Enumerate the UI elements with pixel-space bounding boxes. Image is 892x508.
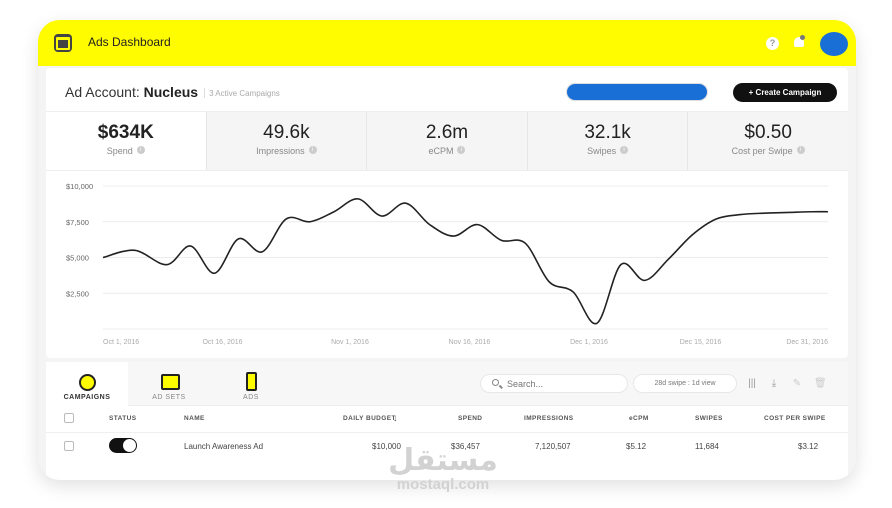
cell-cost-per-swipe: $3.12 xyxy=(798,442,819,451)
table-header: STATUS NAME DAILY BUDGET ↓ SPEND IMPRESS… xyxy=(46,409,848,429)
column-header-status[interactable]: STATUS xyxy=(109,415,137,422)
kpi-cost-per-swipe[interactable]: $0.50 Cost per Swipe i xyxy=(687,112,848,170)
column-header-name[interactable]: NAME xyxy=(184,415,205,422)
attribution-window-button[interactable]: 28d swipe : 1d view xyxy=(633,374,737,393)
cell-impressions: 7,120,507 xyxy=(535,442,571,451)
watermark-latin: mostaql.com xyxy=(396,476,490,493)
select-all-checkbox[interactable] xyxy=(64,413,74,423)
watermark: مستقل mostaql.com xyxy=(368,443,518,494)
help-icon[interactable]: ? xyxy=(766,37,779,50)
column-header-daily-budget[interactable]: DAILY BUDGET xyxy=(343,415,396,422)
x-tick-label: Oct 16, 2016 xyxy=(202,339,242,346)
watermark-arabic: مستقل xyxy=(388,443,498,478)
cell-ecpm: $5.12 xyxy=(626,442,647,451)
app-window: Ads Dashboard ? Ad Account: Nucleus 3 Act… xyxy=(38,20,856,480)
campaigns-icon xyxy=(79,374,96,391)
tab-campaigns[interactable]: CAMPAIGNS xyxy=(46,362,128,406)
info-icon[interactable]: i xyxy=(796,146,805,154)
spend-series-line xyxy=(102,198,829,325)
app-title: Ads Dashboard xyxy=(88,35,171,49)
top-bar: Ads Dashboard ? xyxy=(38,20,856,66)
account-name[interactable]: Nucleus xyxy=(143,84,199,100)
cell-swipes: 11,684 xyxy=(695,442,719,451)
kpi-impressions[interactable]: 49.6k Impressions i xyxy=(205,112,367,170)
info-icon[interactable]: i xyxy=(457,146,466,154)
search-icon xyxy=(492,379,499,386)
column-header-ecpm[interactable]: eCPM xyxy=(629,415,649,422)
kpi-value: $0.50 xyxy=(744,122,792,143)
download-icon[interactable]: ⤓ xyxy=(771,378,777,389)
x-tick-label: Dec 31, 2016 xyxy=(786,339,828,346)
tab-label: ADS xyxy=(243,394,259,401)
x-tick-label: Nov 16, 2016 xyxy=(449,339,491,346)
row-checkbox[interactable] xyxy=(64,441,74,451)
column-header-cost-per-swipe[interactable]: COST PER SWIPE xyxy=(764,415,826,422)
kpi-ecpm[interactable]: 2.6m eCPM i xyxy=(366,112,527,170)
column-header-impressions[interactable]: IMPRESSIONS xyxy=(524,415,574,422)
y-tick-label: $7,500 xyxy=(66,218,89,227)
redacted-field xyxy=(566,83,708,101)
x-tick-label: Oct 1, 2016 xyxy=(103,339,139,346)
notification-bell-icon[interactable] xyxy=(793,35,805,49)
ads-icon xyxy=(246,372,257,391)
kpi-label: Spend xyxy=(106,146,133,156)
entity-tabs: CAMPAIGNS AD SETS ADS 28d swipe : 1d vie… xyxy=(46,362,848,406)
columns-icon[interactable]: ||| xyxy=(748,378,756,389)
column-header-spend[interactable]: SPEND xyxy=(458,415,483,422)
tab-label: CAMPAIGNS xyxy=(63,394,111,401)
info-icon[interactable]: i xyxy=(620,146,629,154)
y-tick-label: $5,000 xyxy=(66,254,89,263)
edit-pencil-icon[interactable]: ✎ xyxy=(792,378,802,389)
divider xyxy=(204,88,206,99)
store-logo-icon[interactable] xyxy=(54,34,72,52)
tab-label: AD SETS xyxy=(152,394,186,401)
status-toggle[interactable] xyxy=(109,438,137,453)
campaigns-panel: CAMPAIGNS AD SETS ADS 28d swipe : 1d vie… xyxy=(46,362,848,480)
trash-icon[interactable]: 🗑 xyxy=(814,378,827,389)
kpi-value: 32.1k xyxy=(584,122,631,143)
cell-daily-budget: $10,000 xyxy=(372,442,401,451)
kpi-value: 2.6m xyxy=(425,122,469,143)
kpi-swipes[interactable]: 32.1k Swipes i xyxy=(526,112,688,170)
kpi-label: Swipes xyxy=(587,146,617,156)
kpi-label: eCPM xyxy=(428,146,454,156)
info-icon[interactable]: i xyxy=(136,146,145,154)
y-tick-label: $2,500 xyxy=(66,289,89,298)
kpi-label: Impressions xyxy=(256,146,305,156)
active-campaigns-count: 3 Active Campaigns xyxy=(209,88,280,98)
create-campaign-button[interactable]: + Create Campaign xyxy=(733,83,837,102)
kpi-spend[interactable]: $634K Spend i xyxy=(46,112,206,170)
ad-sets-icon xyxy=(161,374,180,390)
account-label: Ad Account: xyxy=(65,84,140,100)
info-icon[interactable]: i xyxy=(308,146,317,154)
column-header-swipes[interactable]: SWIPES xyxy=(695,415,723,422)
x-tick-label: Dec 1, 2016 xyxy=(570,339,608,346)
account-heading: Ad Account: Nucleus 3 Active Campaigns xyxy=(65,84,280,100)
x-tick-label: Nov 1, 2016 xyxy=(331,339,369,346)
x-tick-label: Dec 15, 2016 xyxy=(680,339,722,346)
sort-desc-icon[interactable]: ↓ xyxy=(393,413,398,423)
tab-ads[interactable]: ADS xyxy=(210,362,292,406)
table-row[interactable]: Launch Awareness Ad $10,000 $36,457 7,12… xyxy=(46,432,848,458)
campaign-name-link[interactable]: Launch Awareness Ad xyxy=(184,442,264,451)
kpi-value: $634K xyxy=(97,122,154,143)
kpi-strip: $634K Spend i 49.6k Impressions i 2.6m eCP… xyxy=(46,111,848,171)
overview-panel: Ad Account: Nucleus 3 Active Campaigns + … xyxy=(46,68,848,358)
y-tick-label: $10,000 xyxy=(66,182,93,191)
spend-line-chart: $10,000 $7,500 $5,000 $2,500 Oct 1, 2016 Oct … xyxy=(66,182,829,346)
cell-spend: $36,457 xyxy=(451,442,480,451)
kpi-label: Cost per Swipe xyxy=(731,146,793,156)
search-input[interactable] xyxy=(480,374,628,393)
avatar[interactable] xyxy=(820,32,848,56)
tab-ad-sets[interactable]: AD SETS xyxy=(128,362,210,406)
kpi-value: 49.6k xyxy=(263,122,310,143)
